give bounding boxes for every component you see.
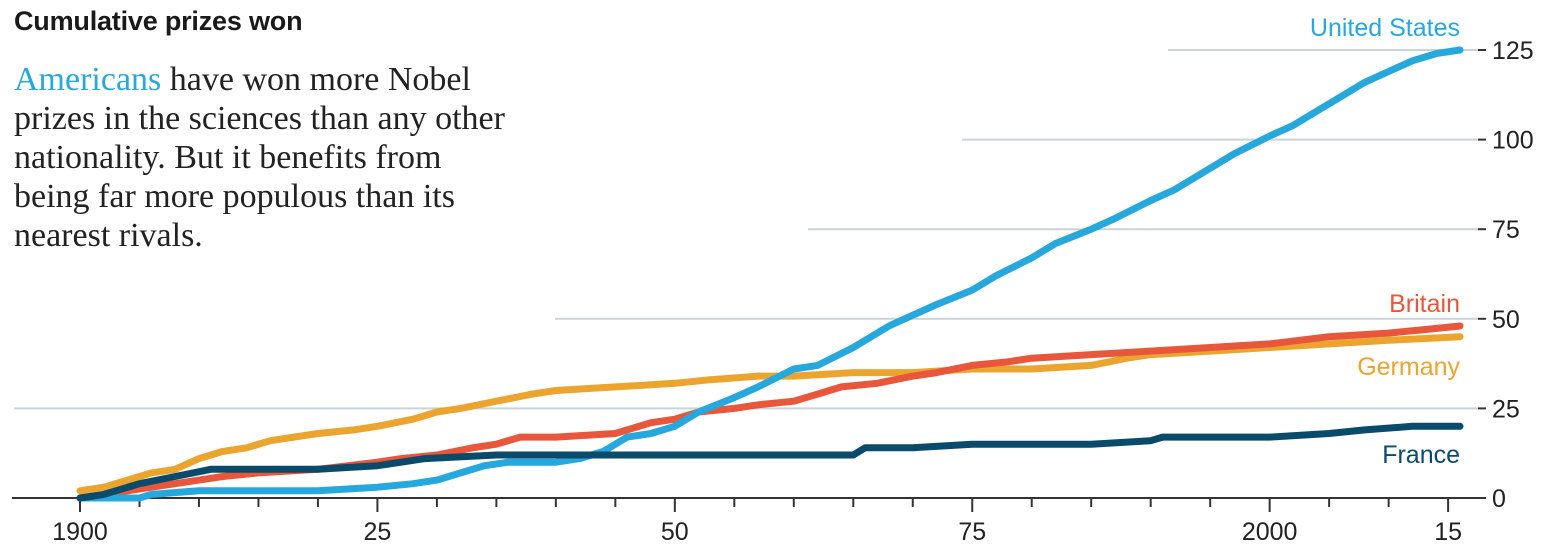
series-line-france [76,422,1464,502]
series-labels: United States Britain Germany France [1310,14,1461,469]
subtitle-rest: have won more Nobel prizes in the scienc… [14,61,505,254]
series-label-britain: Britain [1389,290,1460,318]
series-label-france: France [1382,441,1460,469]
x-tick-label: 1900 [52,518,108,546]
x-tick-label: 50 [661,518,689,546]
series-line-united-states [76,46,1464,502]
y-tick-label: 25 [1492,395,1520,423]
y-tick-label: 100 [1492,127,1534,155]
series-label-united-states: United States [1310,14,1460,42]
x-axis: 1900 25 50 75 2000 15 [12,497,1478,546]
series-label-germany: Germany [1357,353,1460,381]
x-tick-label: 15 [1434,518,1462,546]
x-tick-label: 75 [958,518,986,546]
chart-subtitle: Americans have won more Nobel prizes in … [14,60,514,255]
chart-title: Cumulative prizes won [14,6,303,36]
series-lines [76,46,1464,502]
series-line-germany [76,333,1464,495]
x-tick-label: 25 [364,518,392,546]
y-tick-label: 75 [1492,216,1520,244]
x-tick-label: 2000 [1242,518,1298,546]
subtitle-highlight: Americans [14,61,162,98]
y-tick-label: 50 [1492,306,1520,334]
y-axis: 0 25 50 75 100 125 [1478,37,1534,513]
gridlines [14,49,1478,410]
y-tick-label: 0 [1492,485,1506,513]
y-tick-label: 125 [1492,37,1534,65]
